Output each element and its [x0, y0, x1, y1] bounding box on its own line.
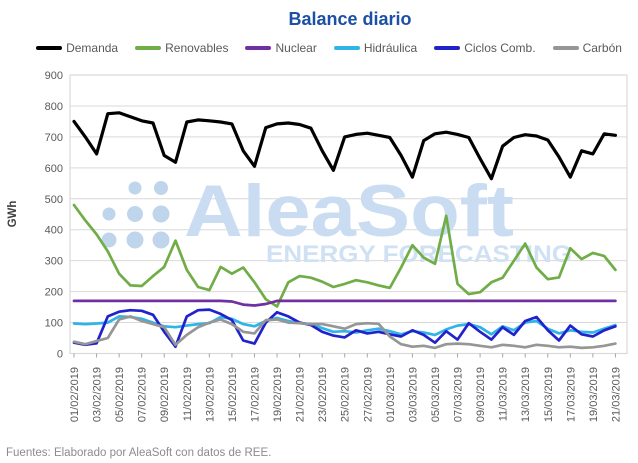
series-line-ciclos-comb — [72, 308, 617, 349]
watermark-dot — [152, 205, 170, 223]
x-axis-label: 09/03/2019 — [475, 367, 487, 422]
legend-item-hidr-ulica: Hidráulica — [333, 41, 418, 55]
legend-item-nuclear: Nuclear — [245, 41, 317, 55]
x-axis-label: 07/03/2019 — [453, 367, 465, 422]
y-axis-title: GWh — [7, 201, 19, 228]
x-axis-label: 25/02/2019 — [340, 367, 352, 422]
x-axis-label: 11/03/2019 — [498, 367, 510, 421]
watermark-dot — [102, 207, 116, 221]
legend-swatch-hidr-ulica — [333, 46, 360, 50]
y-axis-label: 100 — [45, 318, 63, 330]
legend-swatch-demanda — [36, 46, 63, 50]
gridlines-layer — [69, 74, 628, 355]
x-axis-label: 05/02/2019 — [114, 367, 126, 422]
watermark-dot — [126, 231, 144, 249]
x-axis-label: 19/03/2019 — [588, 367, 600, 422]
y-axis-label: 700 — [45, 132, 63, 144]
x-axis-label: 21/02/2019 — [295, 367, 307, 422]
x-axis-label: 11/02/2019 — [182, 367, 194, 421]
legend-label-hidr-ulica: Hidráulica — [363, 41, 418, 55]
legend-swatch-carb-n — [552, 46, 579, 50]
watermark-brand-text: AleaSoft — [184, 171, 514, 252]
legend-swatch-renovables — [135, 46, 162, 50]
axes-layer: 0 100 200 300 400 500 600 700 800 900 GWh 01/02/201… — [7, 70, 622, 422]
y-axis-label: 200 — [45, 287, 63, 299]
legend-label-nuclear: Nuclear — [275, 41, 317, 55]
legend-swatch-nuclear — [245, 46, 272, 50]
chart-title: Balance diario — [288, 9, 412, 29]
x-axis-label: 27/02/2019 — [362, 367, 374, 422]
x-axis-label: 03/02/2019 — [92, 367, 104, 422]
plot-border — [69, 74, 628, 355]
x-axis-label: 09/02/2019 — [159, 367, 171, 422]
x-axis-label: 07/02/2019 — [137, 367, 149, 422]
x-axis-label: 17/02/2019 — [249, 367, 261, 422]
x-axis-label: 05/03/2019 — [430, 367, 442, 422]
watermark-dot — [127, 206, 143, 222]
chart-legend: Demanda Renovables Nuclear Hidráulica Ciclos… — [20, 41, 638, 55]
y-axis-label: 400 — [45, 225, 63, 237]
legend-item-ciclos-comb: Ciclos Comb. — [434, 41, 536, 55]
y-axis-label: 300 — [45, 256, 63, 268]
aleasoft-watermark: AleaSoft ENERGY FORECASTING — [101, 171, 572, 268]
legend-item-carb-n: Carbón — [552, 41, 622, 55]
legend-swatch-ciclos-comb — [434, 46, 461, 50]
legend-label-demanda: Demanda — [66, 41, 119, 55]
x-axis-label: 13/02/2019 — [204, 367, 216, 422]
y-axis-label: 0 — [57, 349, 63, 361]
series-layer — [72, 111, 618, 350]
x-axis-label: 19/02/2019 — [272, 367, 284, 422]
watermark-tagline-text: ENERGY FORECASTING — [266, 241, 572, 268]
series-line-carb-n — [72, 315, 617, 350]
series-line-demanda — [72, 111, 618, 181]
watermark-dot — [154, 181, 168, 195]
y-axis-label: 600 — [45, 163, 63, 175]
legend-label-carb-n: Carbón — [582, 41, 622, 55]
x-axis-label: 13/03/2019 — [520, 367, 532, 422]
legend-label-ciclos-comb: Ciclos Comb. — [464, 41, 536, 55]
x-axis-label: 01/03/2019 — [385, 367, 397, 422]
y-axis-label: 500 — [45, 194, 63, 206]
x-axis-label: 17/03/2019 — [565, 367, 577, 422]
x-axis-label: 01/02/2019 — [69, 367, 81, 422]
series-line-renovables — [72, 203, 617, 308]
y-axis-label: 800 — [45, 101, 63, 113]
series-line-nuclear — [72, 299, 617, 307]
watermark-dot — [152, 231, 170, 249]
x-axis-label: 15/03/2019 — [543, 367, 555, 422]
watermark-dot — [101, 232, 117, 248]
x-axis-label: 23/02/2019 — [317, 367, 329, 422]
legend-item-demanda: Demanda — [36, 41, 118, 55]
source-note: Fuentes: Elaborado por AleaSoft con dato… — [6, 447, 272, 459]
watermark-dot — [128, 181, 142, 195]
legend-label-renovables: Renovables — [165, 41, 229, 55]
x-axis-label: 15/02/2019 — [227, 367, 239, 422]
legend-item-renovables: Renovables — [135, 41, 228, 55]
x-axis-label: 03/03/2019 — [407, 367, 419, 422]
y-axis-label: 900 — [45, 70, 63, 82]
chart-plot-area: AleaSoft ENERGY FORECASTING 0 100 200 300 40… — [7, 70, 628, 422]
x-axis-label: 21/03/2019 — [610, 367, 622, 422]
